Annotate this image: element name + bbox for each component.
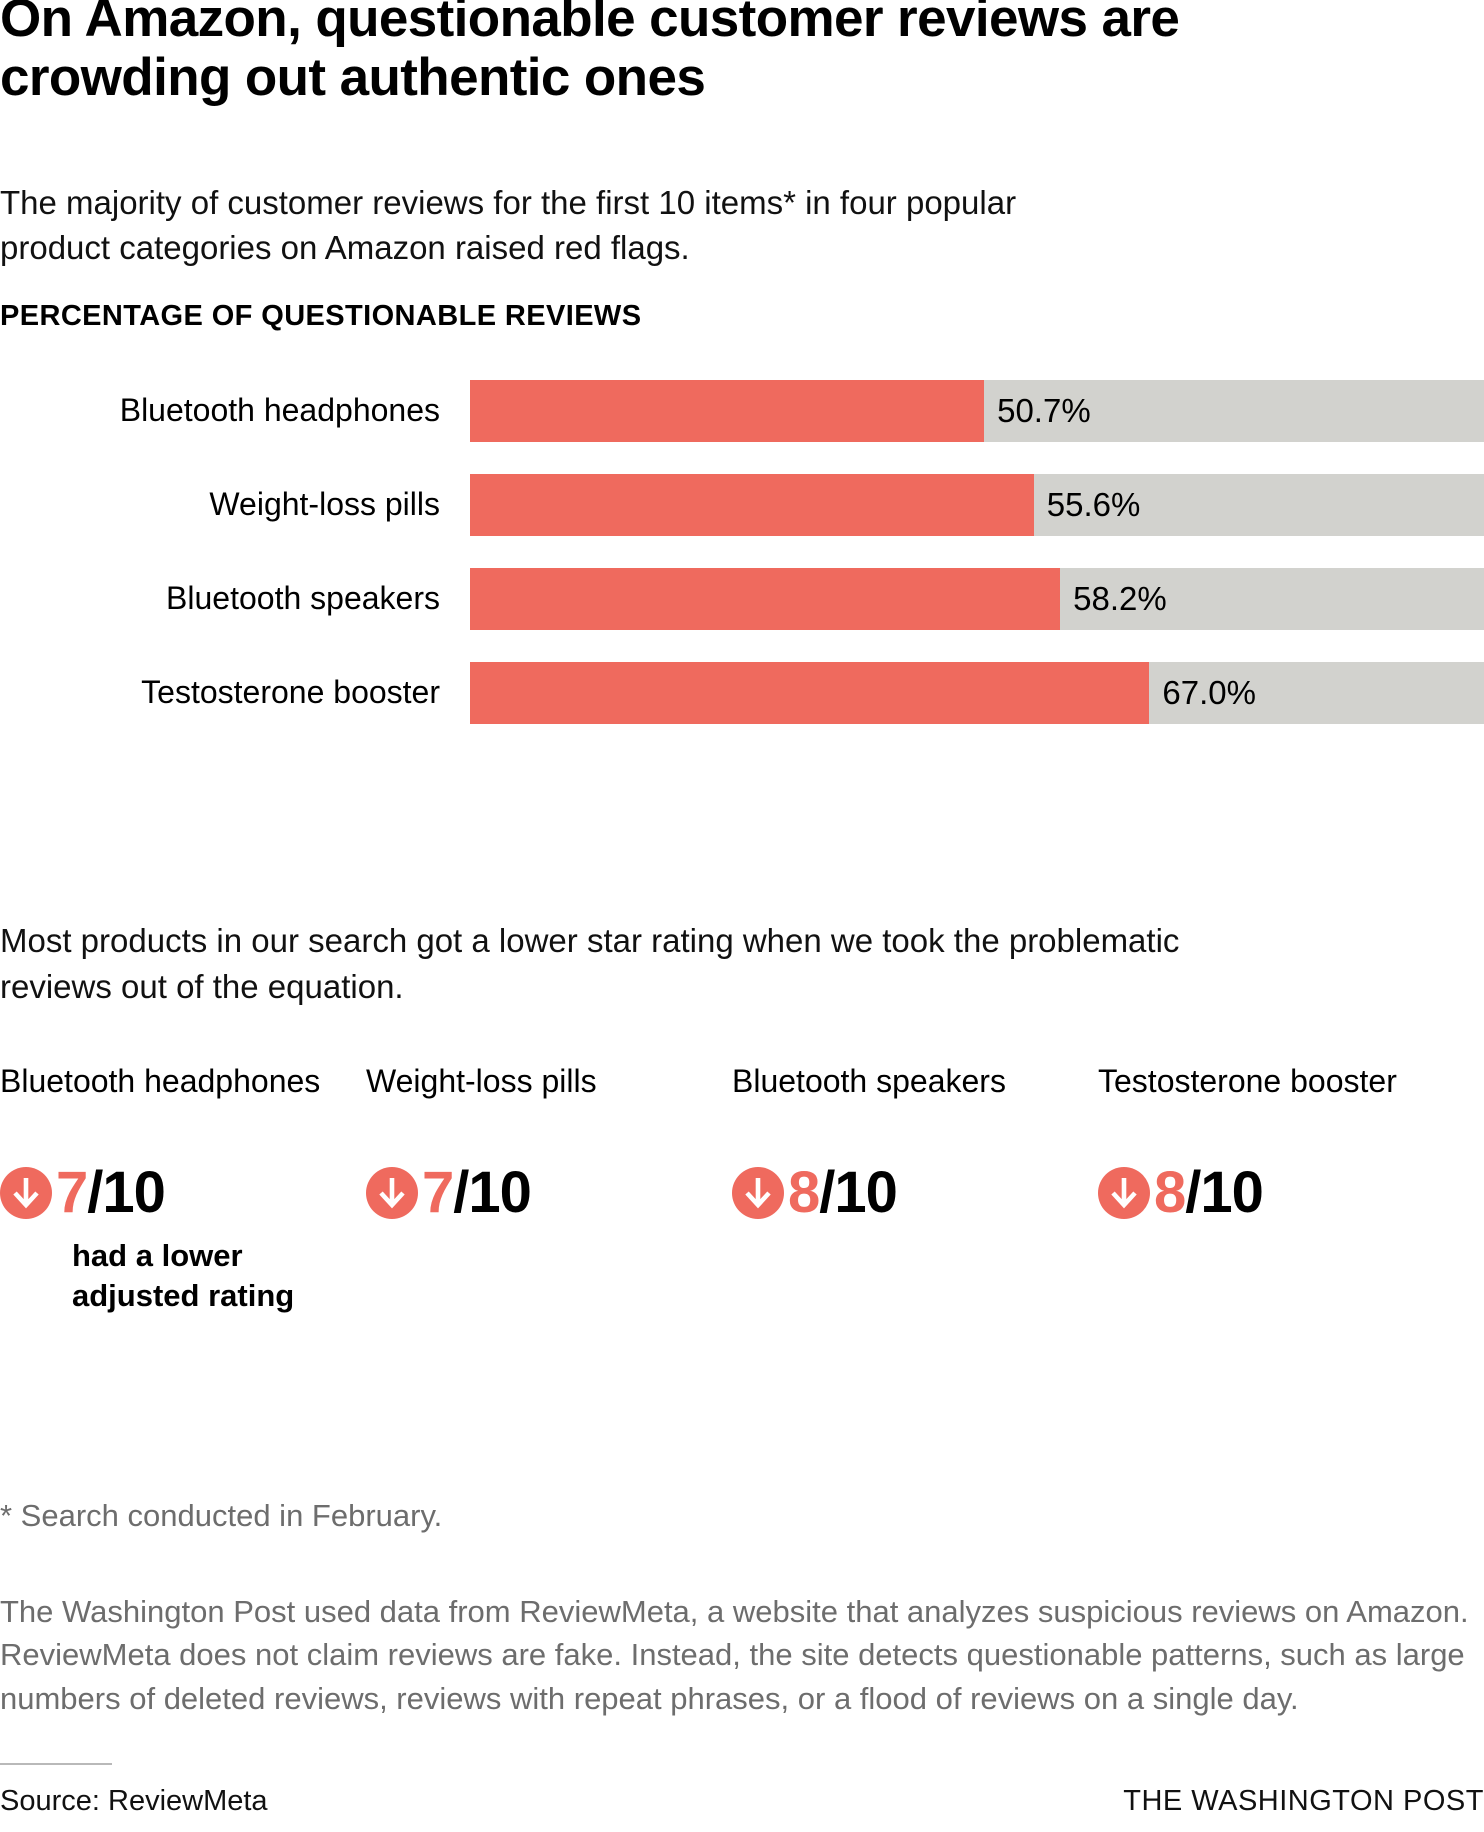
rating-figure: 7 /10	[366, 1164, 722, 1222]
bar-fill	[470, 568, 1061, 630]
rating-column-testosterone-booster: Testosterone booster 8 /10	[1098, 1060, 1464, 1315]
bar-label: Testosterone booster	[141, 674, 440, 711]
table-row: Bluetooth speakers 58.2%	[0, 568, 1484, 630]
bar-chart: Bluetooth headphones 50.7% Weight-loss p…	[0, 380, 1484, 756]
source-label: Source: ReviewMeta	[0, 1785, 268, 1817]
footnote-asterisk: * Search conducted in February.	[0, 1498, 443, 1533]
rating-denominator: /10	[1185, 1160, 1264, 1225]
bar-label: Bluetooth headphones	[119, 392, 440, 429]
rating-denominator: /10	[453, 1160, 532, 1225]
bar-value: 55.6%	[1046, 486, 1141, 523]
chart-section-label: PERCENTAGE OF QUESTIONABLE REVIEWS	[0, 300, 642, 332]
publisher-label: THE WASHINGTON POST	[1123, 1785, 1484, 1817]
table-row: Weight-loss pills 55.6%	[0, 474, 1484, 536]
credit-bar: Source: ReviewMeta THE WASHINGTON POST	[0, 1785, 1484, 1818]
rating-title: Weight-loss pills	[366, 1063, 597, 1099]
arrow-down-circle-icon	[732, 1167, 784, 1219]
bar-label: Bluetooth speakers	[166, 580, 440, 617]
bar-track: 58.2%	[470, 568, 1484, 630]
rating-numerator: 7	[56, 1160, 88, 1225]
rating-column-bluetooth-headphones: Bluetooth headphones 7 /10 had a lower a…	[0, 1060, 366, 1315]
rating-column-bluetooth-speakers: Bluetooth speakers 8 /10	[732, 1060, 1098, 1315]
rating-column-weight-loss-pills: Weight-loss pills 7 /10	[366, 1060, 732, 1315]
rating-figure: 7 /10	[0, 1164, 356, 1222]
arrow-down-circle-icon	[366, 1167, 418, 1219]
rating-title: Bluetooth speakers	[732, 1063, 1006, 1099]
bar-fill	[470, 662, 1150, 724]
arrow-down-circle-icon	[0, 1167, 52, 1219]
page-title: On Amazon, questionable customer reviews…	[0, 0, 1180, 107]
mid-paragraph: Most products in our search got a lower …	[0, 922, 1180, 1005]
rating-numerator: 8	[788, 1160, 820, 1225]
bar-fill	[470, 380, 985, 442]
divider	[0, 1763, 112, 1765]
rating-figure: 8 /10	[732, 1164, 1088, 1222]
bar-value: 67.0%	[1162, 674, 1256, 711]
rating-figure: 8 /10	[1098, 1164, 1454, 1222]
bar-track: 50.7%	[470, 380, 1484, 442]
table-row: Testosterone booster 67.0%	[0, 662, 1484, 724]
bar-track: 55.6%	[470, 474, 1484, 536]
rating-numerator: 8	[1154, 1160, 1186, 1225]
bar-value: 50.7%	[997, 392, 1091, 429]
bar-fill	[470, 474, 1034, 536]
arrow-down-circle-icon	[1098, 1167, 1150, 1219]
rating-title: Testosterone booster	[1098, 1063, 1397, 1099]
table-row: Bluetooth headphones 50.7%	[0, 380, 1484, 442]
bar-value: 58.2%	[1073, 580, 1167, 617]
rating-title: Bluetooth headphones	[0, 1063, 321, 1099]
rating-denominator: /10	[87, 1160, 166, 1225]
bar-label: Weight-loss pills	[209, 486, 440, 523]
rating-numerator: 7	[422, 1160, 454, 1225]
bar-track: 67.0%	[470, 662, 1484, 724]
footnote-methodology: The Washington Post used data from Revie…	[0, 1594, 1469, 1716]
rating-denominator: /10	[819, 1160, 898, 1225]
rating-note: had a lower adjusted rating	[72, 1238, 295, 1313]
ratings-grid: Bluetooth headphones 7 /10 had a lower a…	[0, 1060, 1484, 1315]
deck-text: The majority of customer reviews for the…	[0, 184, 1017, 266]
